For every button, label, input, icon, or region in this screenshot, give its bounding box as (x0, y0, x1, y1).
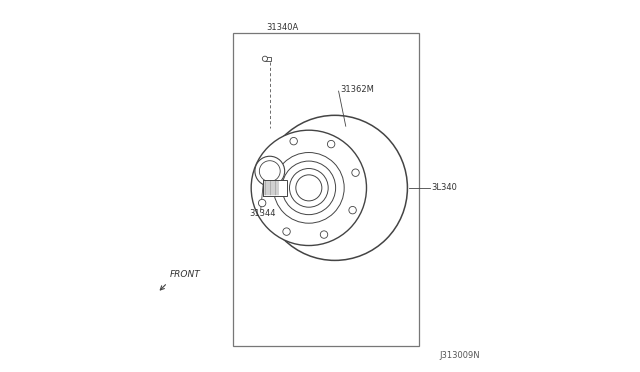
Bar (264, 180, 287, 196)
Circle shape (296, 175, 322, 201)
Circle shape (289, 169, 328, 207)
Circle shape (259, 161, 280, 182)
Circle shape (328, 140, 335, 148)
Bar (232, 33, 419, 346)
Text: FRONT: FRONT (170, 270, 201, 279)
Text: 31344: 31344 (250, 209, 276, 218)
Circle shape (262, 115, 408, 260)
Circle shape (282, 161, 335, 215)
Circle shape (251, 130, 367, 246)
Text: J313009N: J313009N (439, 351, 480, 360)
Circle shape (320, 231, 328, 238)
Circle shape (290, 137, 298, 145)
Circle shape (352, 169, 359, 176)
Bar (265, 57, 271, 61)
Circle shape (255, 156, 285, 186)
Circle shape (262, 56, 268, 61)
Text: 31362M: 31362M (340, 85, 374, 94)
Circle shape (273, 153, 344, 223)
Circle shape (259, 199, 266, 207)
Circle shape (349, 206, 356, 214)
Text: 31340A: 31340A (266, 23, 298, 32)
Circle shape (283, 228, 291, 235)
Text: 3L340: 3L340 (431, 183, 458, 192)
Circle shape (261, 162, 269, 169)
